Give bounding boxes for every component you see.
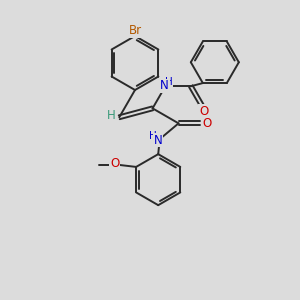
Text: O: O [202, 117, 212, 130]
Text: H: H [149, 130, 157, 141]
Text: Br: Br [128, 24, 142, 37]
Text: O: O [199, 105, 208, 118]
Text: H: H [165, 77, 173, 87]
Text: N: N [160, 79, 169, 92]
Text: H: H [106, 109, 115, 122]
Text: N: N [154, 134, 163, 147]
Text: O: O [110, 157, 119, 170]
